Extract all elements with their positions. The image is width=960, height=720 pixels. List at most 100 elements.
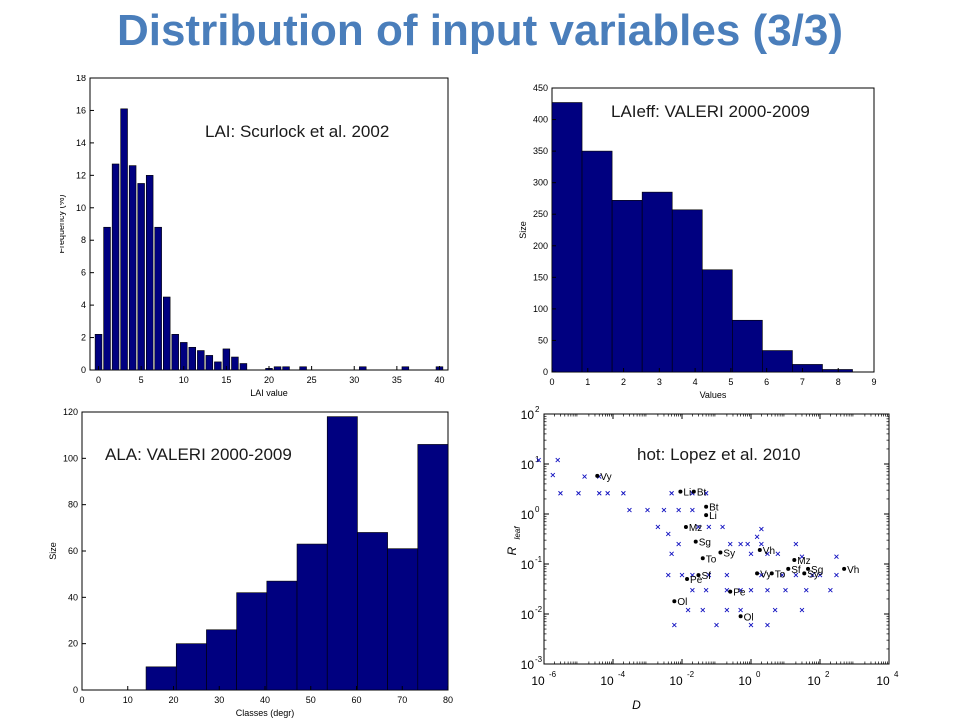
y-tick-exponent: 2 xyxy=(535,405,540,414)
x-tick-label: 0 xyxy=(96,375,101,385)
cross-point xyxy=(779,572,785,578)
cross-point xyxy=(738,541,743,547)
histogram-bar xyxy=(641,191,673,373)
cross-point xyxy=(810,572,815,578)
histogram-bar xyxy=(205,355,214,371)
labeled-point xyxy=(685,577,690,582)
cross-point xyxy=(665,572,671,578)
y-axis-label: Size xyxy=(48,542,58,560)
x-tick-label: 35 xyxy=(392,375,402,385)
x-tick-label: 10 xyxy=(669,674,683,688)
x-tick-label: 30 xyxy=(349,375,359,385)
cross-point xyxy=(724,572,730,578)
y-tick-exponent: -1 xyxy=(535,555,543,564)
x-tick-label: 0 xyxy=(79,695,84,705)
y-tick-label: 6 xyxy=(81,268,86,278)
laieff-annotation: LAIeff: VALERI 2000-2009 xyxy=(608,102,813,122)
cross-point xyxy=(834,554,839,560)
y-tick-label: 0 xyxy=(543,367,548,377)
histogram-bar xyxy=(175,643,207,691)
y-tick-label: 450 xyxy=(533,83,548,93)
cross-point xyxy=(621,490,626,496)
histogram-bar xyxy=(171,334,179,371)
y-tick-label: 250 xyxy=(533,209,548,219)
cross-point xyxy=(759,526,764,532)
point-label: Li xyxy=(683,488,691,499)
point-label: Sf xyxy=(791,565,801,576)
y-tick-label: 0 xyxy=(73,685,78,695)
x-tick-label: 40 xyxy=(260,695,270,705)
x-tick-label: 0 xyxy=(549,377,554,387)
cross-point xyxy=(738,587,743,593)
cross-point xyxy=(727,541,733,547)
y-axis-label: R xyxy=(505,546,519,555)
y-tick-label: 200 xyxy=(533,241,548,251)
cross-point xyxy=(605,490,610,496)
y-tick-label: 16 xyxy=(76,105,86,115)
cross-point xyxy=(793,572,799,578)
cross-point xyxy=(748,587,754,593)
cross-point xyxy=(759,572,764,578)
x-tick-exponent: 4 xyxy=(894,670,899,679)
x-tick-label: 7 xyxy=(800,377,805,387)
x-tick-label: 40 xyxy=(434,375,444,385)
cross-point xyxy=(748,622,754,628)
x-tick-label: 10 xyxy=(123,695,133,705)
cross-point xyxy=(793,541,799,547)
cross-point xyxy=(685,607,691,613)
point-label: Sg xyxy=(811,565,823,576)
labeled-point xyxy=(718,550,723,555)
cross-point xyxy=(558,490,563,496)
histogram-bar xyxy=(296,543,328,691)
histogram-bar xyxy=(188,346,196,371)
cross-point xyxy=(714,622,719,628)
cross-point xyxy=(669,551,674,557)
point-label: Li xyxy=(709,511,717,522)
histogram-bar xyxy=(137,183,145,371)
point-label: Bt xyxy=(697,488,707,499)
point-label: Vh xyxy=(763,546,775,557)
cross-point xyxy=(738,607,743,613)
cross-point xyxy=(724,587,730,593)
labeled-point xyxy=(802,571,807,576)
cross-point xyxy=(703,490,709,496)
y-tick-label: 10 xyxy=(521,608,535,622)
cross-point xyxy=(665,531,671,537)
y-tick-label: 10 xyxy=(521,508,535,522)
histogram-bar xyxy=(357,532,388,691)
labeled-point xyxy=(757,548,762,553)
histogram-bar xyxy=(180,342,188,371)
cross-point xyxy=(676,507,681,513)
histogram-bar xyxy=(145,666,177,691)
x-tick-label: 50 xyxy=(306,695,316,705)
y-tick-exponent: -3 xyxy=(535,655,543,664)
y-tick-label: 40 xyxy=(68,592,78,602)
labeled-point xyxy=(696,573,701,578)
histogram-bar xyxy=(154,226,162,371)
histogram-bar xyxy=(239,363,248,371)
y-axis-label: Size xyxy=(518,221,528,239)
y-tick-label: 50 xyxy=(538,335,548,345)
labeled-point xyxy=(769,571,774,576)
y-tick-label: 60 xyxy=(68,546,78,556)
x-tick-label: 10 xyxy=(600,674,614,688)
point-label: Ol xyxy=(677,597,687,608)
cross-point xyxy=(772,607,778,613)
cross-point xyxy=(834,572,839,578)
histogram-bar xyxy=(206,629,237,691)
histogram-bar xyxy=(231,356,239,371)
histogram-bar xyxy=(145,175,154,371)
histogram-bar xyxy=(551,102,583,373)
page-title: Distribution of input variables (3/3) xyxy=(116,6,844,55)
point-label: Pe xyxy=(733,588,746,599)
y-tick-label: 2 xyxy=(81,333,86,343)
labeled-point xyxy=(704,513,709,518)
cross-point xyxy=(720,524,725,530)
point-label: Mz xyxy=(797,556,810,567)
cross-point xyxy=(765,551,770,557)
labeled-point xyxy=(704,504,709,509)
histogram-bar xyxy=(581,150,613,373)
y-tick-label: 12 xyxy=(76,170,86,180)
labeled-point xyxy=(678,489,683,494)
x-tick-label: 80 xyxy=(443,695,453,705)
